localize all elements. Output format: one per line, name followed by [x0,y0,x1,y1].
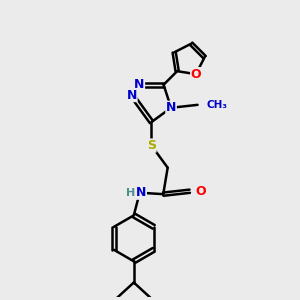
Text: CH₃: CH₃ [207,100,228,110]
Text: O: O [191,68,201,81]
Text: N: N [127,88,137,101]
Text: O: O [195,185,206,198]
Text: S: S [147,139,156,152]
Text: N: N [134,78,145,91]
Text: H: H [126,188,135,198]
Text: N: N [136,186,146,199]
Text: N: N [166,101,176,114]
